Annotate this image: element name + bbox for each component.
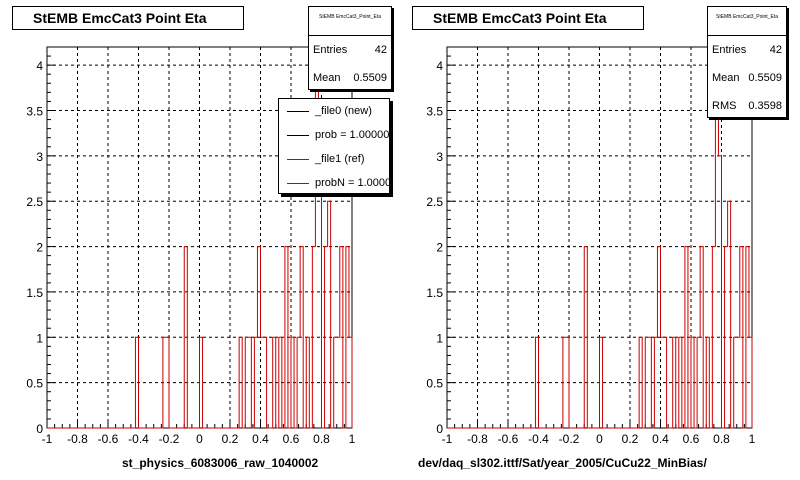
left-y-tick-label: 3.5 (26, 105, 43, 119)
left-y-tick-label: 1 (36, 331, 43, 345)
left-stats-box: StEMB EmcCat3_Point_Eta Entries 42 Mean … (308, 6, 392, 90)
right-plot-title: StEMB EmcCat3 Point Eta (412, 6, 644, 30)
legend-line-file1 (287, 158, 309, 160)
left-x-tick-label: 0.4 (252, 432, 269, 446)
left-x-tick-label: -0.8 (67, 432, 88, 446)
left-y-tick-label: 1.5 (26, 286, 43, 300)
right-x-tick-label: -0.2 (559, 432, 580, 446)
right-x-tick-label: 0.2 (622, 432, 639, 446)
right-x-tick-label: -0.6 (498, 432, 519, 446)
right-y-tick-label: 3.5 (426, 105, 443, 119)
right-x-tick-label: 0.8 (713, 432, 730, 446)
legend-entry-prob: prob = 1.000000 (279, 123, 389, 147)
left-stats-name: StEMB EmcCat3_Point_Eta (309, 7, 391, 36)
legend-line-prob (287, 134, 309, 136)
legend-entry-probn: probN = 1.000000 (279, 171, 389, 193)
right-x-tick-label: -1 (442, 432, 453, 446)
left-stats-entries: Entries 42 (313, 44, 387, 56)
right-x-tick-label: -0.8 (467, 432, 488, 446)
left-x-tick-label: -0.2 (159, 432, 180, 446)
right-histogram-plot: -1 -0.8 -0.6 -0.4 -0.2 0 0.2 0.4 0.6 0.8 1 0 0.5 1 1.5… (426, 46, 756, 446)
right-histogram-series-line (447, 64, 753, 429)
right-stats-entries: Entries 42 (712, 44, 782, 56)
legend-entry-file1: _file1 (ref) (279, 147, 389, 171)
left-plot-title: StEMB EmcCat3 Point Eta (12, 6, 244, 30)
right-x-tick-label: 1 (749, 432, 756, 446)
right-x-tick-label: 0 (596, 432, 603, 446)
left-x-axis-title: st_physics_6083006_raw_1040002 (122, 456, 319, 470)
left-x-tick-label: 0.6 (283, 432, 300, 446)
right-y-tick-label: 3 (436, 150, 443, 164)
left-y-tick-label: 2 (36, 241, 43, 255)
right-stats-rms: RMS 0.3598 (712, 100, 782, 112)
right-y-tick-label: 1.5 (426, 286, 443, 300)
right-y-tick-label: 2.5 (426, 195, 443, 209)
left-x-tick-label: 0.8 (313, 432, 330, 446)
left-x-tick-label: -0.6 (98, 432, 119, 446)
right-y-tick-label: 0 (436, 422, 443, 436)
left-x-tick-label: -1 (42, 432, 53, 446)
left-legend: _file0 (new) prob = 1.000000 _file1 (ref… (278, 98, 390, 194)
right-stats-box: StEMB EmcCat3_Point_Eta Entries 42 Mean … (707, 6, 787, 118)
left-y-tick-label: 3 (36, 150, 43, 164)
right-x-tick-label: 0.4 (652, 432, 669, 446)
left-stats-mean: Mean 0.5509 (313, 72, 387, 84)
right-stats-mean: Mean 0.5509 (712, 72, 782, 84)
right-x-tick-label: -0.4 (528, 432, 549, 446)
legend-line-file0 (287, 110, 309, 112)
left-y-tick-label: 0 (36, 422, 43, 436)
right-y-tick-label: 0.5 (426, 377, 443, 391)
left-y-tick-label: 2.5 (26, 195, 43, 209)
right-y-tick-label: 4 (436, 59, 443, 73)
left-x-tick-label: 0 (196, 432, 203, 446)
right-y-tick-label: 2 (436, 241, 443, 255)
left-x-tick-label: 1 (349, 432, 356, 446)
right-x-tick-label: 0.6 (683, 432, 700, 446)
legend-entry-file0: _file0 (new) (279, 99, 389, 123)
left-x-tick-label: -0.4 (128, 432, 149, 446)
right-y-tick-label: 1 (436, 331, 443, 345)
left-x-tick-label: 0.2 (222, 432, 239, 446)
legend-line-probn (287, 182, 309, 184)
left-y-tick-label: 4 (36, 59, 43, 73)
right-x-axis-title: dev/daq_sl302.ittf/Sat/year_2005/CuCu22_… (418, 456, 707, 470)
left-y-tick-label: 0.5 (26, 377, 43, 391)
right-stats-name: StEMB EmcCat3_Point_Eta (708, 7, 786, 36)
